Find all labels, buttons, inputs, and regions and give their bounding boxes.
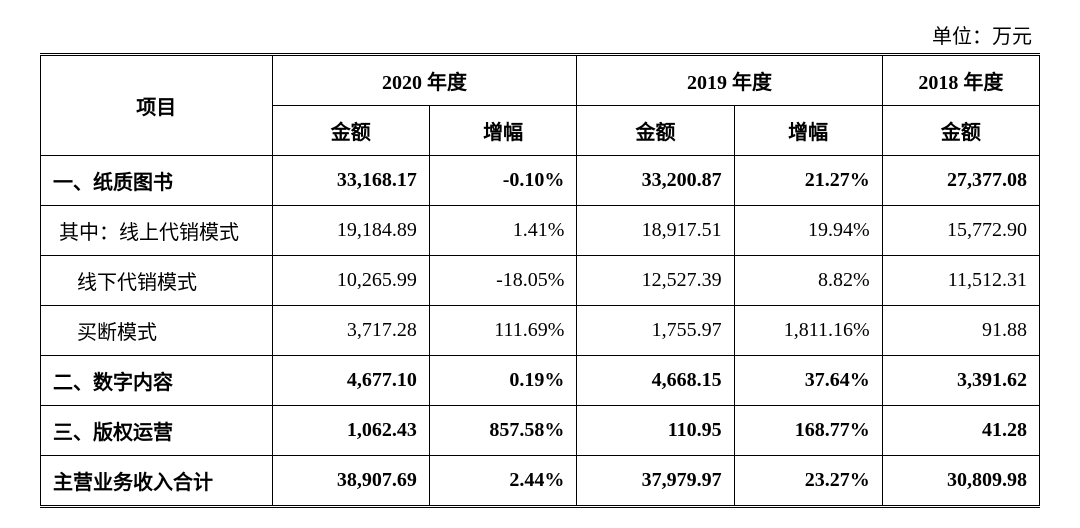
col-header-amount-2018: 金额 <box>882 106 1039 156</box>
cell-amount: 27,377.08 <box>882 156 1039 206</box>
header-row-1: 项目 2020 年度 2019 年度 2018 年度 <box>41 55 1040 106</box>
cell-amount: 30,809.98 <box>882 456 1039 507</box>
cell-increase: 23.27% <box>734 456 882 507</box>
row-label: 三、版权运营 <box>41 406 273 456</box>
table-row-total: 主营业务收入合计 38,907.69 2.44% 37,979.97 23.27… <box>41 456 1040 507</box>
unit-label: 单位：万元 <box>40 20 1040 49</box>
cell-increase: 1.41% <box>429 206 577 256</box>
row-label: 其中：线上代销模式 <box>41 206 273 256</box>
cell-increase: 168.77% <box>734 406 882 456</box>
row-label: 主营业务收入合计 <box>41 456 273 507</box>
col-header-increase-2019: 增幅 <box>734 106 882 156</box>
cell-amount: 11,512.31 <box>882 256 1039 306</box>
cell-amount: 4,668.15 <box>577 356 734 406</box>
cell-amount: 91.88 <box>882 306 1039 356</box>
cell-amount: 15,772.90 <box>882 206 1039 256</box>
table-row: 二、数字内容 4,677.10 0.19% 4,668.15 37.64% 3,… <box>41 356 1040 406</box>
row-label: 一、纸质图书 <box>41 156 273 206</box>
row-label: 线下代销模式 <box>41 256 273 306</box>
cell-increase: 37.64% <box>734 356 882 406</box>
cell-increase: 1,811.16% <box>734 306 882 356</box>
col-header-item: 项目 <box>41 55 273 156</box>
cell-amount: 1,062.43 <box>272 406 429 456</box>
col-header-increase-2020: 增幅 <box>429 106 577 156</box>
col-header-amount-2019: 金额 <box>577 106 734 156</box>
financial-table: 项目 2020 年度 2019 年度 2018 年度 金额 增幅 金额 增幅 金… <box>40 53 1040 508</box>
cell-increase: 2.44% <box>429 456 577 507</box>
table-row: 线下代销模式 10,265.99 -18.05% 12,527.39 8.82%… <box>41 256 1040 306</box>
cell-increase: -0.10% <box>429 156 577 206</box>
cell-amount: 18,917.51 <box>577 206 734 256</box>
cell-amount: 12,527.39 <box>577 256 734 306</box>
cell-increase: -18.05% <box>429 256 577 306</box>
cell-amount: 4,677.10 <box>272 356 429 406</box>
table-container: 单位：万元 项目 2020 年度 2019 年度 2018 年度 金额 增幅 金… <box>40 20 1040 508</box>
cell-amount: 33,168.17 <box>272 156 429 206</box>
cell-amount: 3,717.28 <box>272 306 429 356</box>
col-header-amount-2020: 金额 <box>272 106 429 156</box>
col-header-2019: 2019 年度 <box>577 55 882 106</box>
table-row: 买断模式 3,717.28 111.69% 1,755.97 1,811.16%… <box>41 306 1040 356</box>
cell-increase: 0.19% <box>429 356 577 406</box>
cell-increase: 21.27% <box>734 156 882 206</box>
cell-amount: 19,184.89 <box>272 206 429 256</box>
table-row: 其中：线上代销模式 19,184.89 1.41% 18,917.51 19.9… <box>41 206 1040 256</box>
cell-amount: 41.28 <box>882 406 1039 456</box>
row-label: 买断模式 <box>41 306 273 356</box>
cell-amount: 37,979.97 <box>577 456 734 507</box>
cell-amount: 33,200.87 <box>577 156 734 206</box>
cell-increase: 857.58% <box>429 406 577 456</box>
table-row: 三、版权运营 1,062.43 857.58% 110.95 168.77% 4… <box>41 406 1040 456</box>
cell-amount: 1,755.97 <box>577 306 734 356</box>
col-header-2018: 2018 年度 <box>882 55 1039 106</box>
cell-increase: 19.94% <box>734 206 882 256</box>
cell-increase: 111.69% <box>429 306 577 356</box>
table-row: 一、纸质图书 33,168.17 -0.10% 33,200.87 21.27%… <box>41 156 1040 206</box>
col-header-2020: 2020 年度 <box>272 55 577 106</box>
cell-increase: 8.82% <box>734 256 882 306</box>
row-label: 二、数字内容 <box>41 356 273 406</box>
cell-amount: 3,391.62 <box>882 356 1039 406</box>
cell-amount: 110.95 <box>577 406 734 456</box>
cell-amount: 10,265.99 <box>272 256 429 306</box>
cell-amount: 38,907.69 <box>272 456 429 507</box>
